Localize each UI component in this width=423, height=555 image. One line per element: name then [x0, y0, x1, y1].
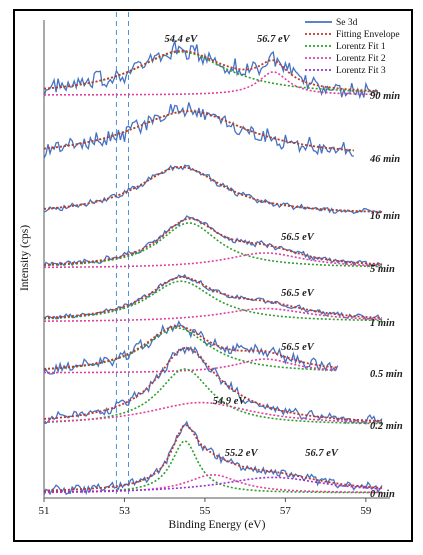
- fitting-envelope: [43, 166, 383, 213]
- time-label: 0.5 min: [370, 369, 403, 380]
- time-label: 5 min: [370, 264, 395, 275]
- trace-1-min: 1 min 56.5 eV: [43, 273, 395, 329]
- peak-label: 56.5 eV: [281, 288, 315, 299]
- peak-label: 55.2 eV: [225, 448, 259, 459]
- fitting-envelope: [43, 325, 338, 370]
- trace-16-min: 16 min: [43, 164, 400, 222]
- se3d-line: [43, 102, 355, 159]
- lorentz-fit-2: [44, 252, 383, 269]
- time-label: 0 min: [370, 489, 395, 500]
- peak-label: 54.9 eV: [213, 396, 247, 407]
- trace-0-min: 0 min 55.2 eV 56.7 eV: [43, 420, 395, 500]
- time-label: 46 min: [369, 154, 400, 165]
- peak-label: 56.7 eV: [257, 34, 291, 45]
- legend-label: Lorentz Fit 1: [336, 42, 386, 52]
- legend-label: Lorentz Fit 2: [336, 54, 386, 64]
- x-axis-label: Binding Energy (eV): [169, 519, 266, 531]
- lorentz-fit-1: [43, 280, 382, 322]
- x-tick-label: 51: [39, 505, 50, 517]
- trace-90-min: 90 min 54.4 eV 56.7 eV: [43, 34, 400, 102]
- peak-label: 54.4 eV: [164, 34, 198, 45]
- x-tick-label: 57: [280, 505, 292, 517]
- lorentz-fit-2: [44, 358, 338, 374]
- x-tick-label: 53: [119, 505, 131, 517]
- chart-frame: [13, 9, 413, 542]
- lorentz-fit-2: [44, 71, 378, 96]
- fitting-envelope: [43, 110, 354, 152]
- trace-5-min: 5 min 56.5 eV: [43, 215, 395, 275]
- fitting-envelope: [43, 346, 382, 422]
- lorentz-fit-1: [43, 222, 383, 268]
- fitting-envelope: [43, 217, 383, 266]
- fitting-envelope: [43, 50, 378, 92]
- lorentz-fit-2: [43, 401, 383, 424]
- time-label: 90 min: [370, 91, 400, 102]
- fitting-envelope: [43, 276, 383, 319]
- fitting-envelope: [43, 424, 383, 492]
- x-tick-label: 59: [360, 505, 372, 517]
- legend-label: Se 3d: [336, 18, 358, 28]
- trace-0-2-min: 0.2 min 54.9 eV: [43, 345, 403, 432]
- peak-label: 56.7 eV: [305, 448, 339, 459]
- lorentz-fit-2: [44, 307, 383, 322]
- y-axis-label: Intensity (cps): [19, 225, 31, 291]
- peak-label: 56.5 eV: [281, 342, 315, 353]
- time-label: 1 min: [370, 318, 395, 329]
- time-label: 16 min: [370, 211, 400, 222]
- traces-group: 90 min 54.4 eV 56.7 eV 46 min 16 min 5 min 56.…: [43, 34, 403, 500]
- x-tick-label: 55: [199, 505, 211, 517]
- legend-label: Fitting Envelope: [336, 30, 400, 40]
- trace-46-min: 46 min: [43, 102, 400, 165]
- peak-label: 56.5 eV: [281, 232, 315, 243]
- legend-label: Lorentz Fit 3: [336, 66, 386, 76]
- time-label: 0.2 min: [370, 421, 403, 432]
- se3d-line: [43, 215, 383, 268]
- trace-0-5-min: 0.5 min 56.5 eV: [43, 319, 403, 380]
- x-ticks: 51 53 55 57 59: [39, 498, 372, 517]
- legend: Se 3d Fitting Envelope Lorentz Fit 1 Lorent…: [305, 18, 400, 76]
- lorentz-fit-3: [43, 476, 383, 493]
